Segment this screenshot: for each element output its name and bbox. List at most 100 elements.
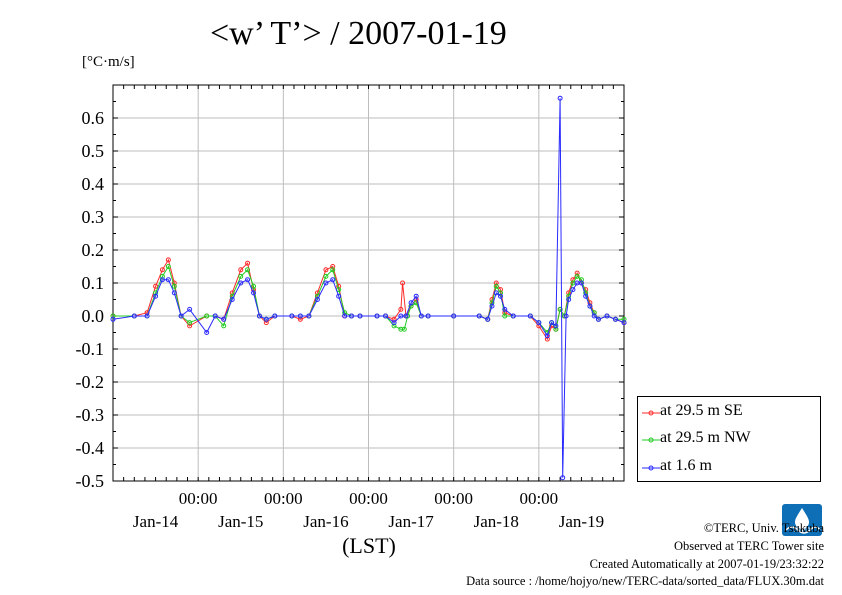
data-point [612, 316, 618, 322]
data-point [212, 313, 218, 319]
data-point [485, 316, 491, 322]
data-point [297, 313, 303, 319]
data-point [557, 95, 563, 101]
data-point [536, 320, 542, 326]
data-point [574, 270, 580, 276]
y-tick-label: -0.2 [76, 372, 105, 392]
data-point [178, 313, 184, 319]
data-point [401, 326, 407, 332]
legend-label-se: at 29.5 m SE [660, 402, 743, 419]
data-point [476, 313, 482, 319]
legend-marker-16m [642, 465, 660, 471]
data-point [560, 475, 566, 481]
data-point [595, 316, 601, 322]
data-point [330, 267, 336, 273]
data-point [263, 320, 269, 326]
y-tick-label: -0.5 [76, 471, 105, 491]
data-point [398, 306, 404, 312]
data-point [323, 273, 329, 279]
data-point [578, 280, 584, 286]
data-point [221, 316, 227, 322]
data-point [604, 313, 610, 319]
y-axis: 0.6 0.5 0.4 0.3 0.2 0.1 0.0 -0.1 -0.2 -0.3 -0.4 -0.… [76, 84, 624, 491]
data-point [553, 323, 559, 329]
y-tick-label: 0.2 [82, 240, 105, 260]
data-point [566, 297, 572, 302]
data-point [348, 313, 354, 319]
y-tick-label: -0.3 [76, 405, 105, 425]
series-3 [110, 95, 627, 481]
data-point [583, 293, 589, 299]
data-point [591, 310, 597, 316]
data-point [221, 323, 227, 329]
data-point [330, 264, 336, 269]
terc-logo-icon [782, 504, 822, 536]
y-tick-label: 0.4 [82, 174, 105, 194]
data-point [110, 313, 116, 319]
x-tick-label: 00:00 [349, 489, 388, 508]
data-point [413, 293, 419, 299]
data-point [400, 280, 406, 286]
logo-text: TERC [793, 528, 812, 534]
legend: at 29.5 m SE at 29.5 m NW at 1.6 m [637, 396, 821, 482]
data-point [493, 280, 499, 286]
data-point [187, 306, 193, 312]
data-point [342, 313, 348, 319]
legend-marker-se [642, 410, 660, 416]
x-tick-label: 00:00 [264, 489, 303, 508]
grid [113, 85, 624, 482]
data-point [159, 267, 165, 273]
legend-item-16m: at 1.6 m [638, 456, 822, 478]
data-point [621, 316, 627, 322]
credit-source: Data source : /home/hojyo/new/TERC-data/… [466, 574, 824, 589]
data-point [398, 313, 404, 319]
series-line [113, 265, 624, 334]
series-layer [110, 95, 627, 481]
data-point [330, 277, 336, 283]
day-label: Jan-16 [303, 512, 348, 531]
data-point [245, 260, 251, 266]
data-point [502, 313, 508, 319]
data-point [498, 293, 504, 299]
legend-item-se: at 29.5 m SE [638, 401, 822, 423]
data-point [251, 283, 257, 289]
data-point [403, 313, 409, 319]
data-point [165, 277, 171, 283]
data-point [153, 290, 159, 296]
series-line [112, 98, 625, 478]
data-point [153, 293, 159, 299]
data-point [391, 320, 397, 326]
data-point [553, 326, 559, 332]
data-point [489, 303, 495, 309]
data-point [245, 277, 251, 283]
data-point [557, 306, 563, 312]
data-point [391, 323, 397, 329]
credit-copyright: ©TERC, Univ. Tsukuba [703, 521, 824, 535]
data-point [144, 313, 150, 319]
data-point [591, 313, 597, 319]
data-point [187, 320, 193, 326]
y-tick-label: -0.1 [76, 339, 105, 359]
data-point [131, 313, 137, 319]
chart-title: <w’ T’> / 2007-01-19 [210, 15, 507, 52]
data-point [306, 313, 312, 319]
data-point [165, 264, 171, 269]
data-point [570, 287, 576, 293]
legend-label-16m: at 1.6 m [660, 457, 712, 474]
data-point [425, 313, 431, 319]
data-point [159, 273, 165, 279]
data-point [314, 290, 320, 296]
data-point [391, 316, 397, 322]
data-point [229, 297, 235, 302]
legend-item-nw: at 29.5 m NW [638, 428, 822, 450]
data-point [323, 280, 329, 286]
data-point [153, 283, 159, 289]
y-tick-label: -0.4 [76, 438, 105, 458]
data-point [336, 293, 342, 299]
credits: ©TERC, Univ. Tsukuba Observed at TERC To… [466, 520, 824, 591]
data-point [493, 283, 499, 289]
data-point [171, 283, 177, 289]
data-point [204, 313, 210, 319]
day-label: Jan-18 [474, 512, 519, 531]
data-point [563, 313, 569, 319]
